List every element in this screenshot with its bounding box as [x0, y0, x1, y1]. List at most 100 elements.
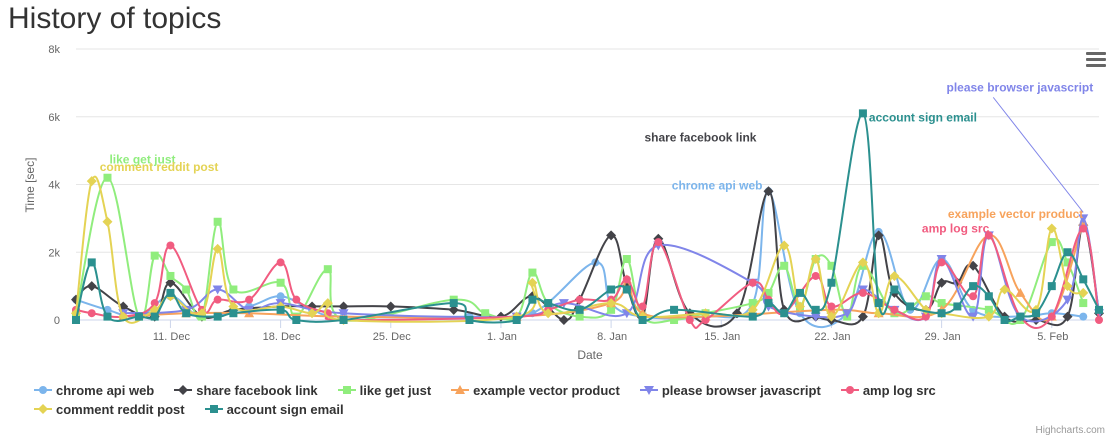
legend-marker[interactable]: [643, 386, 654, 395]
data-point[interactable]: [276, 292, 285, 301]
data-point[interactable]: [921, 312, 930, 321]
data-point[interactable]: [827, 302, 836, 311]
data-point[interactable]: [543, 308, 554, 319]
data-point[interactable]: [166, 241, 175, 250]
data-point[interactable]: [1046, 223, 1057, 234]
data-point[interactable]: [338, 301, 349, 312]
data-point[interactable]: [213, 312, 222, 321]
data-point[interactable]: [1047, 282, 1056, 291]
data-point[interactable]: [166, 271, 175, 280]
data-point[interactable]: [654, 238, 663, 247]
data-point[interactable]: [1079, 275, 1088, 284]
data-point[interactable]: [764, 288, 773, 297]
data-point[interactable]: [842, 309, 853, 319]
data-point[interactable]: [607, 305, 616, 314]
data-point[interactable]: [606, 230, 617, 241]
data-point[interactable]: [1016, 312, 1025, 321]
data-point[interactable]: [528, 295, 537, 304]
data-point[interactable]: [245, 295, 254, 304]
legend-item-amp-log-src[interactable]: amp log src: [840, 382, 936, 398]
data-point[interactable]: [103, 312, 112, 321]
data-point[interactable]: [810, 254, 821, 265]
data-point[interactable]: [338, 309, 349, 319]
context-menu-icon[interactable]: [1086, 52, 1106, 70]
data-point[interactable]: [937, 258, 946, 267]
data-point[interactable]: [544, 299, 553, 308]
series-line-account-sign-email[interactable]: [75, 112, 1100, 324]
data-point[interactable]: [748, 312, 757, 321]
data-point[interactable]: [213, 217, 222, 226]
data-point[interactable]: [827, 261, 836, 270]
data-point[interactable]: [748, 278, 757, 287]
data-point[interactable]: [86, 176, 97, 187]
data-point[interactable]: [1062, 295, 1073, 305]
data-point[interactable]: [984, 305, 993, 314]
data-point[interactable]: [182, 309, 191, 318]
data-point[interactable]: [182, 285, 191, 294]
legend-marker[interactable]: [39, 386, 47, 394]
series-line-comment-reddit-post[interactable]: [75, 175, 1084, 324]
data-point[interactable]: [1079, 299, 1088, 308]
data-point[interactable]: [165, 277, 176, 288]
data-point[interactable]: [322, 298, 333, 309]
data-point[interactable]: [748, 299, 757, 308]
data-point[interactable]: [701, 316, 710, 324]
data-point[interactable]: [1047, 312, 1056, 321]
data-point[interactable]: [481, 309, 490, 318]
legend-marker[interactable]: [178, 385, 189, 395]
data-point[interactable]: [857, 257, 868, 268]
data-point[interactable]: [448, 304, 459, 315]
data-point[interactable]: [638, 316, 647, 324]
data-point[interactable]: [685, 316, 694, 324]
legend-item-like-get-just[interactable]: like get just: [337, 382, 431, 398]
series-line-example-vector-product[interactable]: [123, 221, 1085, 322]
data-point[interactable]: [228, 301, 239, 312]
data-point[interactable]: [72, 316, 80, 324]
data-point[interactable]: [1062, 281, 1073, 292]
legend-item-share-facebook-link[interactable]: share facebook link: [174, 382, 318, 398]
data-point[interactable]: [795, 288, 804, 297]
data-point[interactable]: [811, 305, 820, 314]
data-point[interactable]: [465, 316, 474, 324]
data-point[interactable]: [292, 316, 301, 324]
data-point[interactable]: [857, 311, 868, 322]
data-point[interactable]: [1079, 312, 1088, 321]
legend-marker[interactable]: [38, 404, 48, 414]
data-point[interactable]: [276, 305, 285, 314]
legend-marker[interactable]: [209, 405, 218, 413]
data-point[interactable]: [747, 304, 758, 315]
data-point[interactable]: [103, 173, 112, 182]
data-point[interactable]: [780, 261, 789, 270]
data-point[interactable]: [1063, 258, 1072, 267]
data-point[interactable]: [921, 292, 930, 301]
data-point[interactable]: [764, 299, 773, 308]
data-point[interactable]: [150, 251, 159, 260]
data-point[interactable]: [385, 301, 396, 312]
data-point[interactable]: [670, 316, 679, 324]
data-point[interactable]: [212, 285, 223, 295]
data-point[interactable]: [86, 281, 97, 292]
data-point[interactable]: [1095, 305, 1103, 314]
data-point[interactable]: [858, 109, 867, 118]
data-point[interactable]: [873, 230, 884, 241]
data-point[interactable]: [780, 309, 789, 318]
data-point[interactable]: [229, 285, 238, 294]
data-point[interactable]: [1062, 311, 1073, 322]
legend-item-please-browser-javascript[interactable]: please browser javascript: [639, 382, 821, 398]
data-point[interactable]: [811, 271, 820, 280]
data-point[interactable]: [889, 270, 900, 281]
data-point[interactable]: [936, 277, 947, 288]
legend-marker[interactable]: [845, 386, 854, 394]
data-point[interactable]: [1000, 316, 1009, 324]
series-amp-log-src[interactable]: [72, 224, 1103, 330]
data-point[interactable]: [937, 309, 946, 318]
series-account-sign-email[interactable]: [72, 109, 1103, 324]
legend-marker[interactable]: [342, 386, 351, 394]
data-point[interactable]: [528, 268, 537, 277]
data-point[interactable]: [87, 309, 96, 318]
data-point[interactable]: [858, 288, 867, 297]
data-point[interactable]: [575, 312, 584, 321]
data-point[interactable]: [213, 295, 222, 304]
data-point[interactable]: [779, 240, 790, 251]
data-point[interactable]: [890, 305, 899, 314]
